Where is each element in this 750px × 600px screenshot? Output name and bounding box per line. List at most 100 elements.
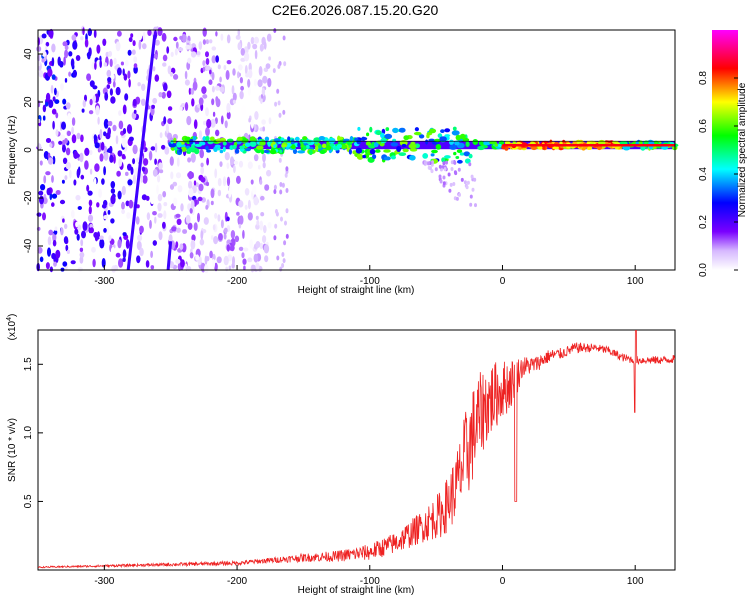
noise-blob xyxy=(133,109,137,114)
plume-blob xyxy=(448,188,452,193)
carrier-blob xyxy=(455,156,460,159)
x-tick-label: 100 xyxy=(627,276,644,287)
noise-blob xyxy=(63,56,66,66)
carrier-blob xyxy=(494,143,498,147)
carrier-blob xyxy=(217,147,221,151)
noise-blob xyxy=(175,213,181,218)
noise-blob xyxy=(109,58,113,68)
noise-blob xyxy=(275,209,278,214)
noise-blob xyxy=(121,153,126,160)
noise-blob xyxy=(140,173,144,184)
carrier-blob xyxy=(287,136,291,142)
noise-blob xyxy=(103,62,108,67)
noise-blob xyxy=(188,188,194,198)
noise-blob xyxy=(226,176,231,187)
noise-blob xyxy=(224,120,228,129)
carrier-blob xyxy=(191,144,195,149)
noise-blob xyxy=(150,195,155,205)
spectrogram-noise xyxy=(36,25,289,274)
noise-blob xyxy=(103,118,109,129)
noise-blob xyxy=(115,41,121,52)
noise-blob xyxy=(219,86,225,93)
noise-blob xyxy=(163,210,167,220)
noise-blob xyxy=(48,99,54,108)
noise-blob xyxy=(96,202,100,208)
noise-blob xyxy=(103,228,107,233)
noise-blob xyxy=(132,40,136,47)
carrier-blob xyxy=(176,141,182,148)
noise-blob xyxy=(152,240,157,246)
plume-blob xyxy=(450,167,454,171)
noise-blob xyxy=(165,123,169,134)
carrier-blob xyxy=(622,145,631,151)
noise-blob xyxy=(209,250,213,259)
noise-blob xyxy=(88,110,94,115)
carrier-blob xyxy=(222,146,226,152)
noise-blob xyxy=(45,138,52,143)
noise-blob xyxy=(98,188,102,198)
x-tick-label: 0 xyxy=(500,276,506,287)
noise-blob xyxy=(109,145,113,154)
carrier-blob xyxy=(236,136,243,142)
noise-blob xyxy=(50,84,54,94)
noise-blob xyxy=(89,168,93,175)
noise-blob xyxy=(108,50,113,57)
noise-blob xyxy=(93,134,97,141)
noise-blob xyxy=(108,235,112,242)
noise-blob xyxy=(217,189,222,197)
noise-blob xyxy=(122,104,127,115)
noise-blob xyxy=(226,60,232,65)
noise-blob xyxy=(213,236,219,245)
noise-blob xyxy=(163,82,168,92)
carrier-blob xyxy=(329,143,335,147)
noise-blob xyxy=(193,119,198,130)
plume-blob xyxy=(465,185,469,190)
carrier-blob xyxy=(232,144,237,150)
noise-blob xyxy=(229,185,233,195)
carrier-blob xyxy=(464,158,471,164)
plume-blob xyxy=(429,166,432,171)
carrier-blob xyxy=(302,136,308,141)
noise-blob xyxy=(93,177,97,187)
noise-blob xyxy=(76,168,80,179)
noise-blob xyxy=(52,232,57,242)
noise-blob xyxy=(262,161,266,169)
noise-blob xyxy=(133,65,138,74)
carrier-blob xyxy=(337,135,341,142)
carrier-blob xyxy=(372,154,377,160)
noise-blob xyxy=(244,204,248,210)
carrier-blob xyxy=(409,148,418,152)
noise-blob xyxy=(128,78,131,88)
noise-blob xyxy=(150,106,155,116)
noise-blob xyxy=(210,200,214,206)
noise-blob xyxy=(277,64,281,69)
noise-blob xyxy=(195,182,199,188)
noise-blob xyxy=(200,166,205,175)
noise-blob xyxy=(72,69,78,78)
noise-blob xyxy=(121,185,126,196)
carrier-blob xyxy=(373,142,379,148)
carrier-blob xyxy=(401,143,407,148)
noise-blob xyxy=(42,104,47,113)
noise-blob xyxy=(110,246,116,257)
carrier-blob xyxy=(294,136,300,142)
carrier-blob xyxy=(380,132,385,139)
carrier-blob xyxy=(240,138,249,143)
noise-blob xyxy=(145,260,150,268)
noise-blob xyxy=(282,258,286,264)
noise-blob xyxy=(72,40,78,50)
carrier-blob xyxy=(206,149,212,153)
x-tick-label: 0 xyxy=(500,576,506,587)
carrier-blob xyxy=(356,139,362,145)
noise-blob xyxy=(279,182,283,187)
carrier-band-base xyxy=(170,141,675,150)
carrier-blob xyxy=(504,141,511,145)
noise-blob xyxy=(101,258,106,268)
noise-blob xyxy=(216,256,222,264)
noise-blob xyxy=(238,160,244,168)
carrier-blob xyxy=(325,145,332,151)
noise-blob xyxy=(206,157,210,166)
noise-blob xyxy=(169,71,173,77)
noise-blob xyxy=(131,49,136,55)
